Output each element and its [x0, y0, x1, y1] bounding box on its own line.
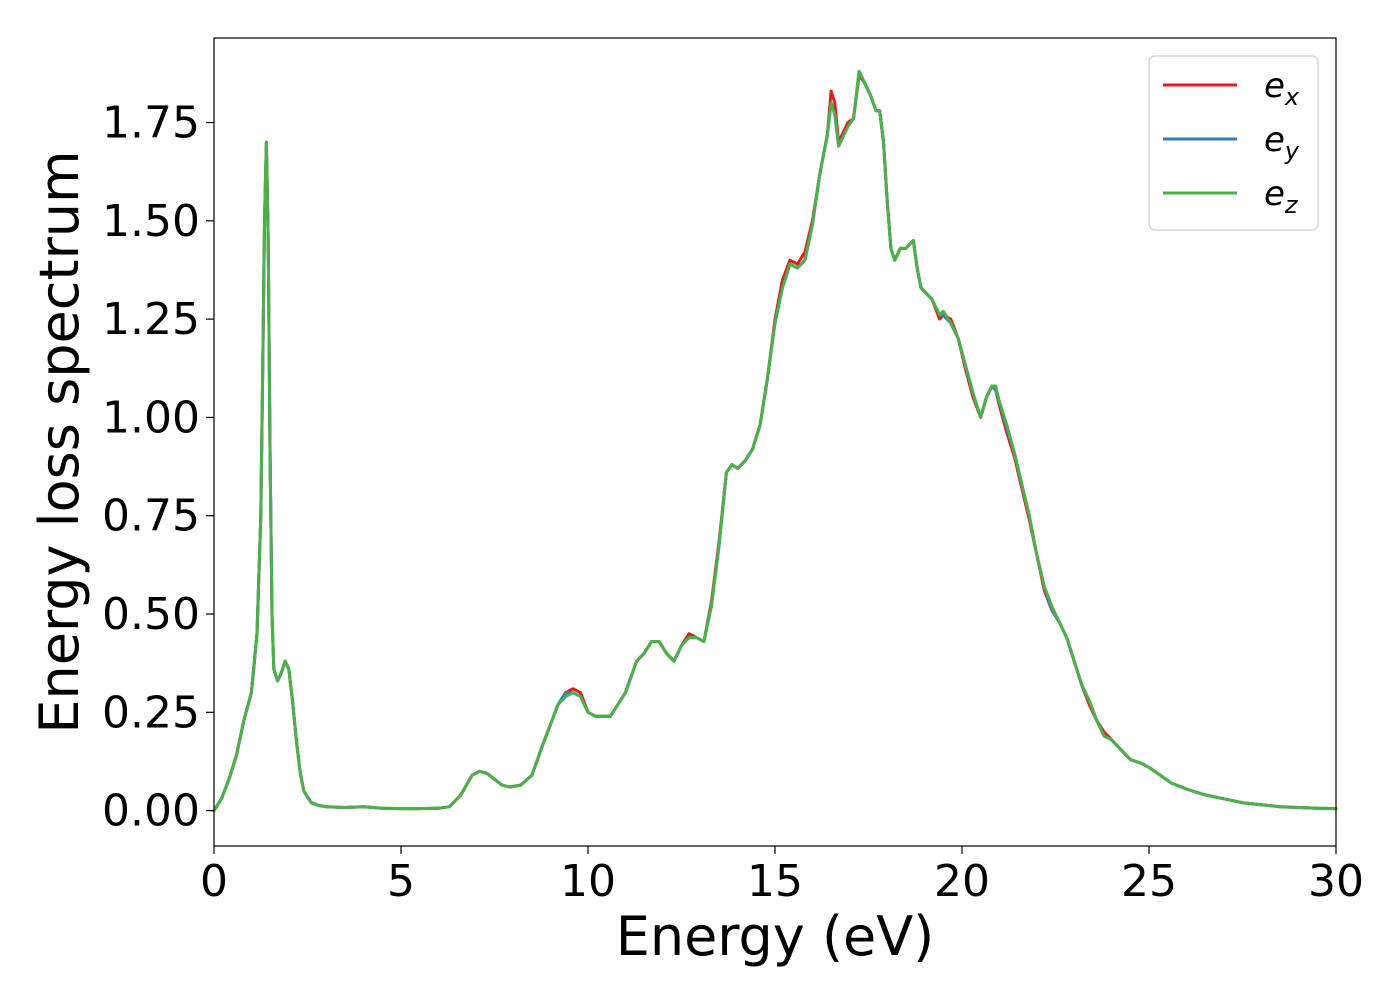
x-tick-label: 30 [1308, 856, 1364, 907]
y-tick-label: 1.25 [102, 294, 200, 345]
y-tick-label: 1.75 [102, 98, 200, 149]
x-tick-label: 10 [560, 856, 616, 907]
y-tick-label: 1.00 [102, 392, 200, 443]
y-tick-label: 0.00 [102, 786, 200, 837]
legend-label-base: e [1264, 174, 1285, 214]
legend-label-subscript: x [1284, 83, 1300, 111]
x-tick-label: 25 [1121, 856, 1177, 907]
legend-label-e-z: ez [1264, 174, 1299, 219]
legend-label-e-x: ex [1264, 66, 1300, 111]
series-line-e-z [212, 69, 1338, 813]
x-tick-label: 15 [747, 856, 803, 907]
legend-box [1148, 55, 1319, 231]
series-layer [212, 69, 1338, 813]
y-axis: 0.00 0.25 0.50 0.75 1.00 1.25 1.50 1.75 [102, 98, 214, 837]
x-axis-title: Energy (eV) [616, 905, 935, 968]
legend-label-subscript: z [1284, 191, 1299, 219]
legend-label-e-y: ey [1264, 120, 1300, 165]
y-axis-title: Energy loss spectrum [28, 150, 91, 733]
legend-label-base: e [1264, 66, 1285, 106]
legend-label-subscript: y [1284, 137, 1300, 165]
legend-label-base: e [1264, 120, 1285, 160]
y-tick-label: 0.50 [102, 589, 200, 640]
y-tick-label: 1.50 [102, 196, 200, 247]
x-tick-label: 0 [200, 856, 228, 907]
y-tick-label: 0.75 [102, 491, 200, 542]
x-tick-label: 20 [934, 856, 990, 907]
x-tick-label: 5 [387, 856, 415, 907]
x-axis: 0 5 10 15 20 25 30 [200, 846, 1364, 907]
y-tick-label: 0.25 [102, 687, 200, 738]
